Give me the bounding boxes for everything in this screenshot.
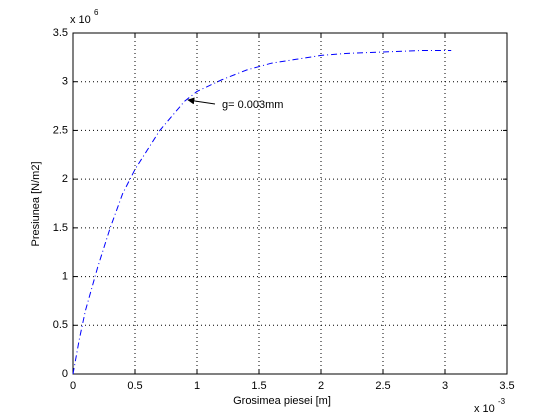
y-multiplier: x 10 <box>70 14 91 26</box>
x-tick-label: 2 <box>318 380 324 392</box>
y-axis-label: Presiunea [N/m2] <box>30 162 42 247</box>
x-tick-label: 0.5 <box>127 380 142 392</box>
annotation: g= 0.003mm <box>222 99 283 111</box>
y-tick-label: 0.5 <box>53 319 68 331</box>
y-tick-label: 2.5 <box>53 124 68 136</box>
y-tick-label: 2 <box>62 173 68 185</box>
y-tick-label: 1 <box>62 270 68 282</box>
x-multiplier-exponent: -3 <box>498 397 506 406</box>
x-tick-label: 2.5 <box>375 380 390 392</box>
y-tick-label: 3.5 <box>53 27 68 39</box>
x-tick-label: 1.5 <box>251 380 266 392</box>
data-line <box>72 50 452 375</box>
y-tick-label: 3 <box>62 76 68 88</box>
x-tick-label: 3 <box>442 380 448 392</box>
y-tick-label: 0 <box>62 368 68 380</box>
annotation-arrow <box>187 97 216 105</box>
x-axis-label: Grosimea piesei [m] <box>233 395 331 407</box>
x-multiplier: x 10 <box>474 403 495 415</box>
x-tick-label: 3.5 <box>499 380 514 392</box>
y-multiplier-exponent: 6 <box>94 8 99 17</box>
x-tick-label: 1 <box>194 380 200 392</box>
axes-box <box>72 32 508 375</box>
y-tick-label: 1.5 <box>53 222 68 234</box>
plot-area <box>73 33 507 374</box>
x-tick-label: 0 <box>70 380 76 392</box>
